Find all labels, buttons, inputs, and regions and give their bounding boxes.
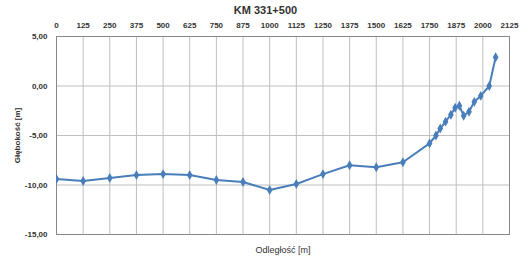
svg-text:250: 250 xyxy=(103,21,117,30)
svg-text:Głębokość [m]: Głębokość [m] xyxy=(13,107,22,163)
svg-text:125: 125 xyxy=(76,21,90,30)
svg-text:1625: 1625 xyxy=(394,21,412,30)
svg-text:500: 500 xyxy=(156,21,170,30)
svg-text:875: 875 xyxy=(236,21,250,30)
svg-text:1125: 1125 xyxy=(288,21,306,30)
svg-text:1375: 1375 xyxy=(341,21,359,30)
svg-text:-5,00: -5,00 xyxy=(29,131,48,140)
svg-text:-10,00: -10,00 xyxy=(25,181,48,190)
svg-text:1750: 1750 xyxy=(421,21,439,30)
svg-text:750: 750 xyxy=(210,21,224,30)
svg-text:1000: 1000 xyxy=(261,21,279,30)
svg-text:1250: 1250 xyxy=(314,21,332,30)
svg-text:Odległość [m]: Odległość [m] xyxy=(255,245,310,255)
svg-text:2125: 2125 xyxy=(501,21,519,30)
svg-text:-15,00: -15,00 xyxy=(25,230,48,239)
svg-text:375: 375 xyxy=(130,21,144,30)
html-text:KM 331+500: KM 331+500 xyxy=(233,4,298,16)
svg-text:1875: 1875 xyxy=(447,21,465,30)
svg-text:0,00: 0,00 xyxy=(32,82,48,91)
svg-text:625: 625 xyxy=(183,21,197,30)
svg-text:2000: 2000 xyxy=(474,21,492,30)
svg-text:1500: 1500 xyxy=(367,21,385,30)
svg-text:5,00: 5,00 xyxy=(32,32,48,41)
svg-text:0: 0 xyxy=(54,21,59,30)
